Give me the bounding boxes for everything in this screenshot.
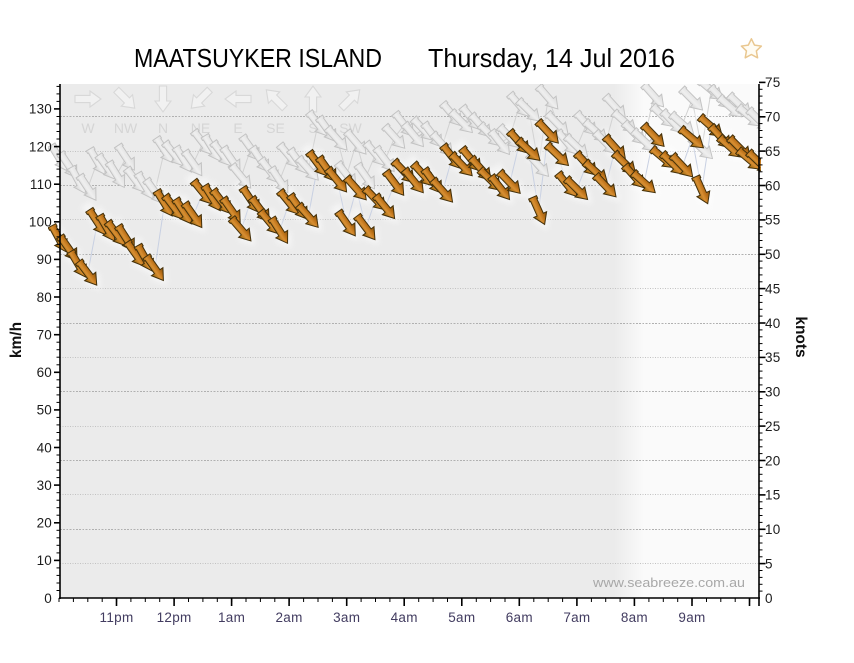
svg-text:4am: 4am — [391, 610, 418, 625]
svg-text:60: 60 — [37, 365, 52, 380]
svg-text:30: 30 — [765, 385, 780, 400]
svg-text:20: 20 — [765, 453, 780, 468]
svg-text:50: 50 — [37, 403, 52, 418]
svg-text:5: 5 — [765, 556, 773, 571]
svg-text:25: 25 — [765, 419, 780, 434]
svg-text:S: S — [308, 120, 317, 136]
svg-text:0: 0 — [765, 591, 773, 606]
svg-text:Thursday, 14 Jul 2016: Thursday, 14 Jul 2016 — [428, 43, 675, 73]
svg-text:100: 100 — [29, 215, 52, 230]
svg-text:15: 15 — [765, 488, 780, 503]
svg-text:70: 70 — [765, 110, 780, 125]
svg-text:6am: 6am — [506, 610, 533, 625]
svg-text:9am: 9am — [678, 610, 705, 625]
svg-text:30: 30 — [37, 478, 52, 493]
svg-text:E: E — [233, 120, 242, 136]
svg-text:90: 90 — [37, 252, 52, 267]
svg-text:130: 130 — [29, 102, 52, 117]
svg-text:2am: 2am — [276, 610, 303, 625]
svg-text:MAATSUYKER ISLAND: MAATSUYKER ISLAND — [134, 43, 382, 73]
svg-text:3am: 3am — [333, 610, 360, 625]
svg-text:80: 80 — [37, 290, 52, 305]
svg-text:11pm: 11pm — [100, 610, 134, 625]
svg-text:65: 65 — [765, 144, 780, 159]
svg-text:10: 10 — [37, 553, 52, 568]
svg-text:20: 20 — [37, 516, 52, 531]
svg-text:40: 40 — [37, 440, 52, 455]
svg-text:10: 10 — [765, 522, 780, 537]
svg-text:12pm: 12pm — [157, 610, 192, 625]
svg-text:35: 35 — [765, 350, 780, 365]
svg-text:0: 0 — [44, 591, 52, 606]
svg-text:knots: knots — [792, 316, 809, 357]
svg-text:SW: SW — [339, 120, 362, 136]
svg-text:45: 45 — [765, 281, 780, 296]
svg-text:110: 110 — [30, 177, 52, 192]
svg-text:55: 55 — [765, 213, 780, 228]
svg-text:60: 60 — [765, 178, 780, 193]
svg-text:8am: 8am — [621, 610, 648, 625]
svg-text:NW: NW — [114, 120, 138, 136]
svg-text:W: W — [81, 120, 95, 136]
svg-text:1am: 1am — [218, 610, 245, 625]
svg-text:50: 50 — [765, 247, 780, 262]
svg-text:70: 70 — [37, 328, 52, 343]
svg-text:5am: 5am — [448, 610, 475, 625]
svg-text:N: N — [158, 120, 168, 136]
svg-text:40: 40 — [765, 316, 780, 331]
svg-text:SE: SE — [266, 120, 285, 136]
svg-text:www.seabreeze.com.au: www.seabreeze.com.au — [592, 575, 745, 590]
svg-text:7am: 7am — [563, 610, 590, 625]
svg-text:120: 120 — [29, 139, 52, 154]
svg-text:75: 75 — [765, 75, 780, 90]
svg-text:km/h: km/h — [8, 322, 25, 358]
